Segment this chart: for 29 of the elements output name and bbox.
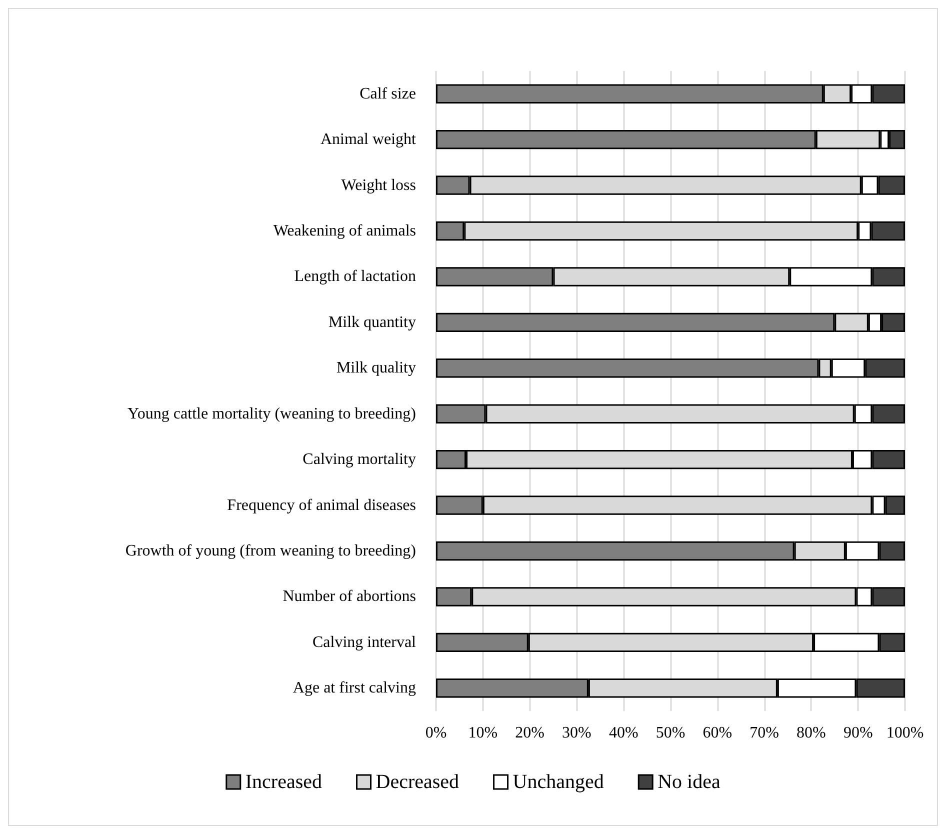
y-tick-label: Growth of young (from weaning to breeding) bbox=[125, 542, 416, 560]
legend-label: Increased bbox=[245, 771, 322, 793]
x-tick-label: 60% bbox=[702, 724, 732, 742]
x-tick-label: 50% bbox=[656, 724, 686, 742]
y-tick-label: Calving mortality bbox=[302, 451, 416, 468]
y-tick-label: Length of lactation bbox=[294, 268, 416, 286]
y-tick-label: Milk quality bbox=[336, 360, 416, 377]
y-tick-label: Weight loss bbox=[341, 176, 416, 194]
x-tick-label: 100% bbox=[886, 724, 924, 742]
x-tick-label: 80% bbox=[796, 724, 826, 742]
x-tick-label: 20% bbox=[515, 724, 544, 742]
y-tick-label: Number of abortions bbox=[282, 588, 416, 606]
x-tick-label: 70% bbox=[750, 724, 779, 742]
y-tick-label: Young cattle mortality (weaning to breeding) bbox=[127, 405, 416, 422]
legend-label: Decreased bbox=[376, 771, 460, 793]
x-tick-label: 30% bbox=[562, 724, 592, 742]
x-tick-label: 0% bbox=[425, 724, 447, 742]
x-tick-label: 90% bbox=[843, 724, 873, 742]
y-tick-label: Weakening of animals bbox=[273, 222, 416, 240]
x-tick-label: 10% bbox=[468, 724, 498, 742]
legend-label: No idea bbox=[658, 771, 720, 793]
y-tick-label: Milk quantity bbox=[328, 314, 416, 331]
y-tick-label: Calving interval bbox=[312, 634, 417, 651]
y-tick-label: Age at first calving bbox=[292, 680, 416, 697]
x-tick-label: 40% bbox=[608, 724, 638, 742]
y-tick-label: Frequency of animal diseases bbox=[227, 496, 416, 514]
legend-label: Unchanged bbox=[512, 771, 604, 793]
y-tick-label: Animal weight bbox=[320, 131, 417, 148]
y-tick-label: Calf size bbox=[360, 85, 416, 102]
